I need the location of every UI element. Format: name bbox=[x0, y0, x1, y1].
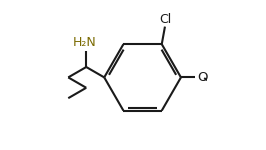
Text: H₂N: H₂N bbox=[73, 36, 97, 49]
Text: Cl: Cl bbox=[159, 13, 171, 26]
Text: O: O bbox=[197, 71, 207, 84]
